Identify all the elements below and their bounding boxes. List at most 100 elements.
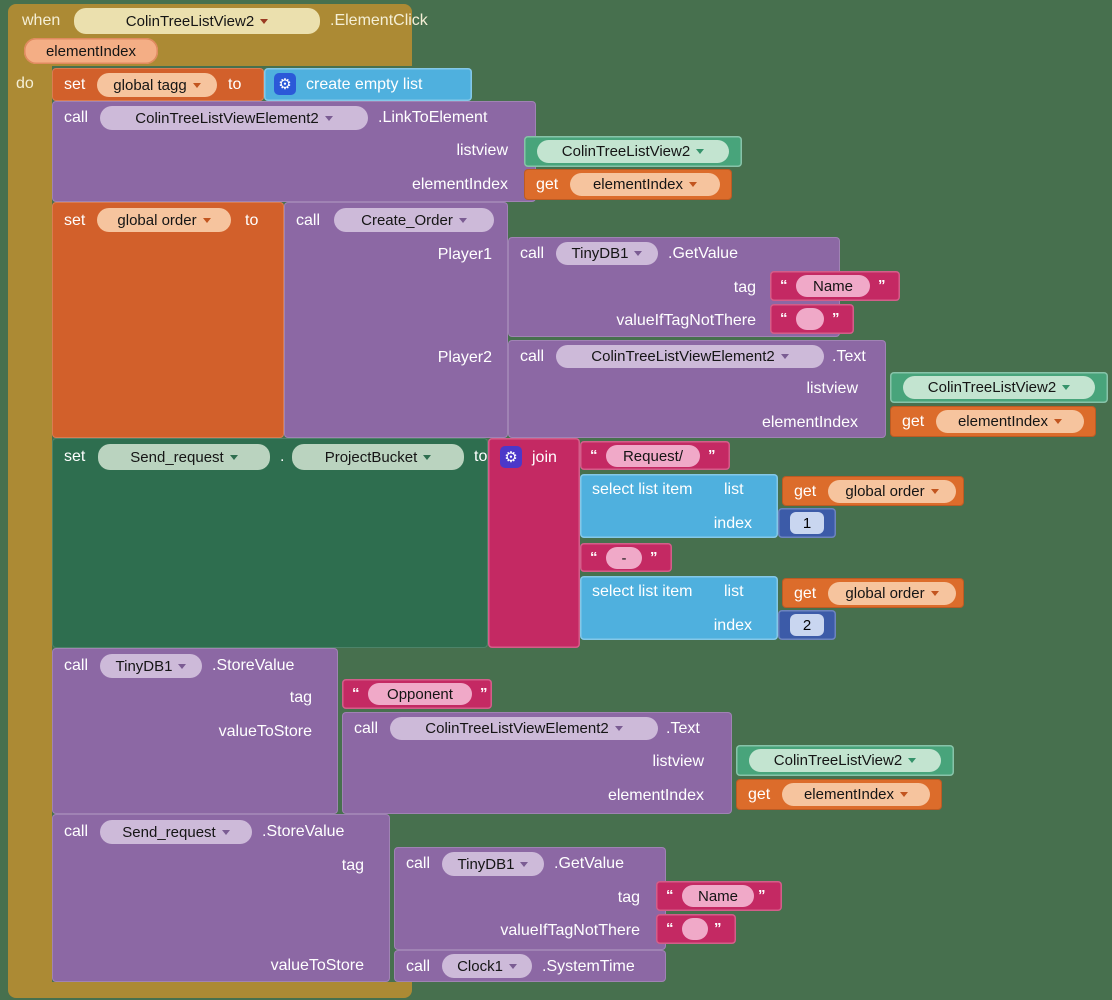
close-quote: ” bbox=[714, 920, 722, 937]
create-empty-list-label: create empty list bbox=[306, 76, 423, 93]
chevron-down-icon bbox=[260, 18, 269, 24]
procedure-name: Create_Order bbox=[361, 211, 453, 229]
socket-label-valuetostore: valueToStore bbox=[218, 723, 312, 740]
call-label: call bbox=[354, 720, 379, 737]
socket-label-tag: tag bbox=[341, 857, 364, 874]
component-dropdown-send-request[interactable]: Send_request bbox=[98, 444, 270, 470]
component-dropdown-send-request[interactable]: Send_request bbox=[100, 820, 252, 844]
method-label: .GetValue bbox=[668, 245, 738, 262]
component-name: Send_request bbox=[130, 448, 224, 466]
component-dropdown[interactable]: ColinTreeListViewElement2 bbox=[556, 345, 824, 368]
get-label: get bbox=[794, 585, 817, 602]
string-field[interactable]: Request/ bbox=[606, 445, 700, 467]
method-label: .StoreValue bbox=[212, 657, 295, 674]
string-field[interactable]: Opponent bbox=[368, 683, 472, 705]
close-quote: ” bbox=[650, 549, 658, 566]
chevron-down-icon bbox=[900, 792, 909, 797]
component-dropdown[interactable]: ColinTreeListView2 bbox=[537, 140, 729, 163]
join-block[interactable] bbox=[488, 438, 580, 648]
component-name: ColinTreeListView2 bbox=[773, 752, 903, 769]
event-block-left-wall[interactable] bbox=[8, 64, 52, 984]
socket-label-list: list bbox=[724, 583, 744, 600]
string-field[interactable] bbox=[682, 918, 708, 940]
chevron-down-icon bbox=[508, 963, 517, 969]
string-value: Request/ bbox=[622, 447, 684, 465]
component-name: TinyDB1 bbox=[571, 245, 629, 262]
open-quote: “ bbox=[352, 685, 360, 702]
variable-dropdown-elementindex[interactable]: elementIndex bbox=[782, 783, 930, 806]
method-label: .StoreValue bbox=[262, 823, 345, 840]
chevron-down-icon bbox=[1062, 385, 1071, 390]
do-label: do bbox=[16, 75, 34, 92]
open-quote: “ bbox=[590, 549, 598, 566]
component-dropdown[interactable]: ColinTreeListView2 bbox=[749, 749, 941, 772]
string-field[interactable]: Name bbox=[682, 885, 754, 907]
component-dropdown[interactable]: ColinTreeListViewElement2 bbox=[100, 106, 368, 130]
number-field[interactable]: 1 bbox=[790, 512, 824, 534]
string-field[interactable] bbox=[796, 308, 824, 330]
variable-dropdown-elementindex[interactable]: elementIndex bbox=[936, 410, 1084, 433]
mutator-gear-icon[interactable]: ⚙ bbox=[274, 73, 296, 95]
component-dropdown-tinydb1[interactable]: TinyDB1 bbox=[442, 852, 544, 876]
event-component-name: ColinTreeListView2 bbox=[125, 12, 255, 30]
event-param-label: elementIndex bbox=[45, 42, 137, 60]
string-field[interactable]: - bbox=[606, 547, 642, 569]
socket-label-elementindex: elementIndex bbox=[607, 787, 704, 804]
string-value: Opponent bbox=[387, 685, 453, 703]
chevron-down-icon bbox=[614, 726, 623, 731]
select-list-item-label: select list item bbox=[592, 583, 693, 600]
component-name: ColinTreeListView2 bbox=[927, 379, 1057, 396]
variable-dropdown-elementindex[interactable]: elementIndex bbox=[570, 173, 720, 196]
chevron-down-icon bbox=[324, 115, 333, 121]
chevron-down-icon bbox=[780, 354, 789, 359]
chevron-down-icon bbox=[458, 217, 467, 223]
string-value: Name bbox=[812, 277, 853, 295]
variable-dropdown-global-tagg[interactable]: global tagg bbox=[97, 73, 217, 97]
property-dropdown-projectbucket[interactable]: ProjectBucket bbox=[292, 444, 464, 470]
number-field[interactable]: 2 bbox=[790, 614, 824, 636]
variable-name: global tagg bbox=[113, 76, 187, 94]
component-dropdown-clock1[interactable]: Clock1 bbox=[442, 954, 532, 978]
socket-label-player1: Player1 bbox=[437, 246, 492, 263]
open-quote: “ bbox=[590, 447, 598, 464]
variable-name: global order bbox=[117, 211, 197, 229]
select-list-item-block[interactable] bbox=[580, 474, 778, 538]
variable-dropdown-global-order[interactable]: global order bbox=[828, 480, 956, 503]
close-quote: ” bbox=[480, 685, 488, 702]
call-procedure-block-create-order[interactable] bbox=[284, 202, 508, 438]
event-block-footer[interactable] bbox=[8, 982, 412, 998]
mutator-gear-icon[interactable]: ⚙ bbox=[500, 446, 522, 468]
chevron-down-icon bbox=[423, 454, 432, 460]
set-property-block-projectbucket[interactable] bbox=[52, 438, 488, 648]
call-label: call bbox=[520, 348, 545, 365]
procedure-dropdown[interactable]: Create_Order bbox=[334, 208, 494, 232]
select-list-item-block[interactable] bbox=[580, 576, 778, 640]
method-label: .GetValue bbox=[554, 855, 624, 872]
variable-dropdown-global-order[interactable]: global order bbox=[97, 208, 231, 232]
component-dropdown-tinydb1[interactable]: TinyDB1 bbox=[556, 242, 658, 265]
component-name: Send_request bbox=[122, 823, 216, 841]
property-name: ProjectBucket bbox=[324, 448, 418, 466]
chevron-down-icon bbox=[908, 758, 917, 763]
component-dropdown[interactable]: ColinTreeListViewElement2 bbox=[390, 717, 658, 740]
socket-label-elementindex: elementIndex bbox=[761, 414, 858, 431]
chevron-down-icon bbox=[634, 251, 643, 256]
select-list-item-label: select list item bbox=[592, 481, 693, 498]
create-empty-list-block[interactable] bbox=[264, 68, 472, 101]
component-dropdown[interactable]: ColinTreeListView2 bbox=[903, 376, 1095, 399]
event-component-dropdown[interactable]: ColinTreeListView2 bbox=[74, 8, 320, 34]
chevron-down-icon bbox=[178, 663, 187, 669]
component-dropdown-tinydb1[interactable]: TinyDB1 bbox=[100, 654, 202, 678]
socket-label-valueiftagnotthere: valueIfTagNotThere bbox=[616, 312, 756, 329]
socket-label-tag: tag bbox=[289, 689, 312, 706]
call-label: call bbox=[520, 245, 545, 262]
string-field[interactable]: Name bbox=[796, 275, 870, 297]
dot-label: . bbox=[280, 448, 285, 465]
method-label: .SystemTime bbox=[542, 958, 635, 975]
event-param-chip-elementindex[interactable]: elementIndex bbox=[24, 38, 158, 64]
method-label: .LinkToElement bbox=[378, 109, 488, 126]
variable-dropdown-global-order[interactable]: global order bbox=[828, 582, 956, 605]
set-variable-block-order[interactable] bbox=[52, 202, 284, 438]
chevron-down-icon bbox=[930, 591, 939, 596]
